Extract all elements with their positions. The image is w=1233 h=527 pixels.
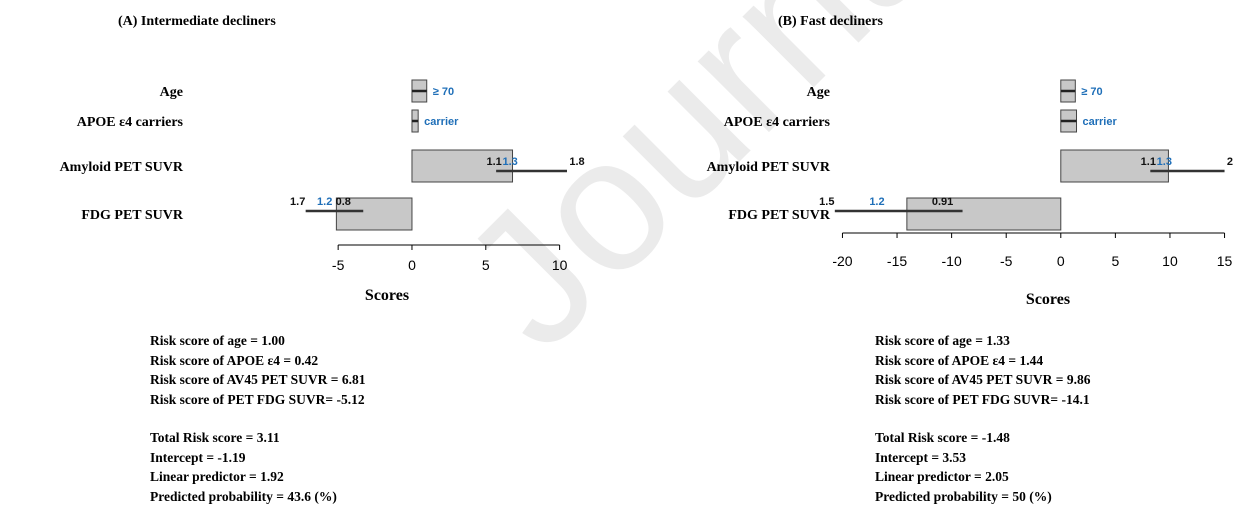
- category-label-a-1: APOE ε4 carriers: [77, 115, 184, 130]
- panel-b-score-apoe: Risk score of APOE ε4 = 1.44: [875, 352, 1044, 368]
- panel-b-score-fdg: Risk score of PET FDG SUVR= -14.1: [875, 391, 1090, 407]
- x-tick-label-b-0: -20: [832, 253, 852, 269]
- category-label-a-0: Age: [160, 85, 183, 100]
- panel-a-title: (A) Intermediate decliners: [118, 14, 276, 29]
- x-tick-label-b-3: -5: [1000, 253, 1013, 269]
- category-label-b-3: FDG PET SUVR: [728, 208, 831, 223]
- x-tick-label-a-2: 5: [482, 257, 490, 273]
- category-label-b-0: Age: [807, 85, 830, 100]
- x-tick-label-a-0: -5: [332, 257, 345, 273]
- bar-b-3: [906, 197, 1062, 231]
- category-tag-b-1: carrier: [1083, 116, 1118, 128]
- range-label-b-3-2: 0.91: [932, 196, 953, 208]
- range-label-a-2-0: 1.1: [486, 156, 501, 168]
- x-tick-label-a-3: 10: [552, 257, 568, 273]
- x-tick-label-b-2: -10: [942, 253, 962, 269]
- range-label-a-3-1: 1.2: [317, 196, 332, 208]
- panel-b-score-age: Risk score of age = 1.33: [875, 333, 1010, 348]
- category-label-b-1: APOE ε4 carriers: [724, 115, 831, 130]
- panel-a-score-fdg: Risk score of PET FDG SUVR= -5.12: [150, 391, 365, 407]
- panel-a-total-risk: Total Risk score = 3.11: [150, 430, 280, 445]
- panel-b-predicted-probability: Predicted probability = 50 (%): [875, 488, 1052, 504]
- panel-a-intercept: Intercept = -1.19: [150, 449, 246, 465]
- x-tick-label-b-1: -15: [887, 253, 907, 269]
- panel-a-score-age: Risk score of age = 1.00: [150, 333, 285, 348]
- bar-a-3: [335, 197, 413, 231]
- category-tag-b-0: ≥ 70: [1081, 86, 1102, 98]
- range-label-a-3-0: 1.7: [290, 196, 305, 208]
- x-tick-label-b-6: 10: [1162, 253, 1178, 269]
- x-tick-label-b-5: 5: [1111, 253, 1119, 269]
- panel-a-predicted-probability: Predicted probability = 43.6 (%): [150, 488, 337, 504]
- x-tick-label-a-1: 0: [408, 257, 416, 273]
- panel-a-linear-predictor: Linear predictor = 1.92: [150, 469, 284, 484]
- bar-b-2: [1060, 149, 1169, 183]
- category-label-a-3: FDG PET SUVR: [81, 208, 184, 223]
- range-label-b-2-2: 2.0: [1227, 156, 1233, 168]
- range-label-b-3-0: 1.5: [819, 196, 834, 208]
- range-label-b-3-1: 1.2: [869, 196, 884, 208]
- range-label-b-2-0: 1.1: [1141, 156, 1156, 168]
- panel-b-score-av45: Risk score of AV45 PET SUVR = 9.86: [875, 372, 1091, 387]
- chart-fast-decliners: Age ≥ 70 APOE ε4 carriers carrier Amyloid PE…: [707, 79, 1233, 308]
- x-tick-label-b-4: 0: [1057, 253, 1065, 269]
- panel-b-linear-predictor: Linear predictor = 2.05: [875, 469, 1009, 484]
- panel-b-intercept: Intercept = 3.53: [875, 449, 967, 465]
- category-tag-a-0: ≥ 70: [433, 86, 454, 98]
- panel-b-total-risk: Total Risk score = -1.48: [875, 430, 1010, 445]
- panel-b-scores: Risk score of age = 1.33 Risk score of A…: [875, 331, 1090, 506]
- range-label-a-3-2: 0.8: [336, 196, 351, 208]
- x-axis-title-b: Scores: [1026, 291, 1070, 308]
- panel-a-scores: Risk score of age = 1.00 Risk score of A…: [150, 331, 365, 506]
- category-label-a-2: Amyloid PET SUVR: [60, 160, 184, 175]
- x-axis-title-a: Scores: [365, 287, 409, 304]
- category-label-b-2: Amyloid PET SUVR: [707, 160, 831, 175]
- x-tick-label-b-7: 15: [1217, 253, 1233, 269]
- panel-a-score-av45: Risk score of AV45 PET SUVR = 6.81: [150, 372, 366, 387]
- panel-a-score-apoe: Risk score of APOE ε4 = 0.42: [150, 352, 319, 368]
- range-label-a-2-2: 1.8: [569, 156, 584, 168]
- chart-intermediate-decliners: Age ≥ 70 APOE ε4 carriers carrier Amyloid PE…: [60, 79, 585, 304]
- panel-b-title: (B) Fast decliners: [778, 14, 883, 29]
- range-label-a-2-1: 1.3: [502, 156, 517, 168]
- category-tag-a-1: carrier: [424, 116, 459, 128]
- range-label-b-2-1: 1.3: [1157, 156, 1172, 168]
- bar-a-2: [411, 149, 514, 183]
